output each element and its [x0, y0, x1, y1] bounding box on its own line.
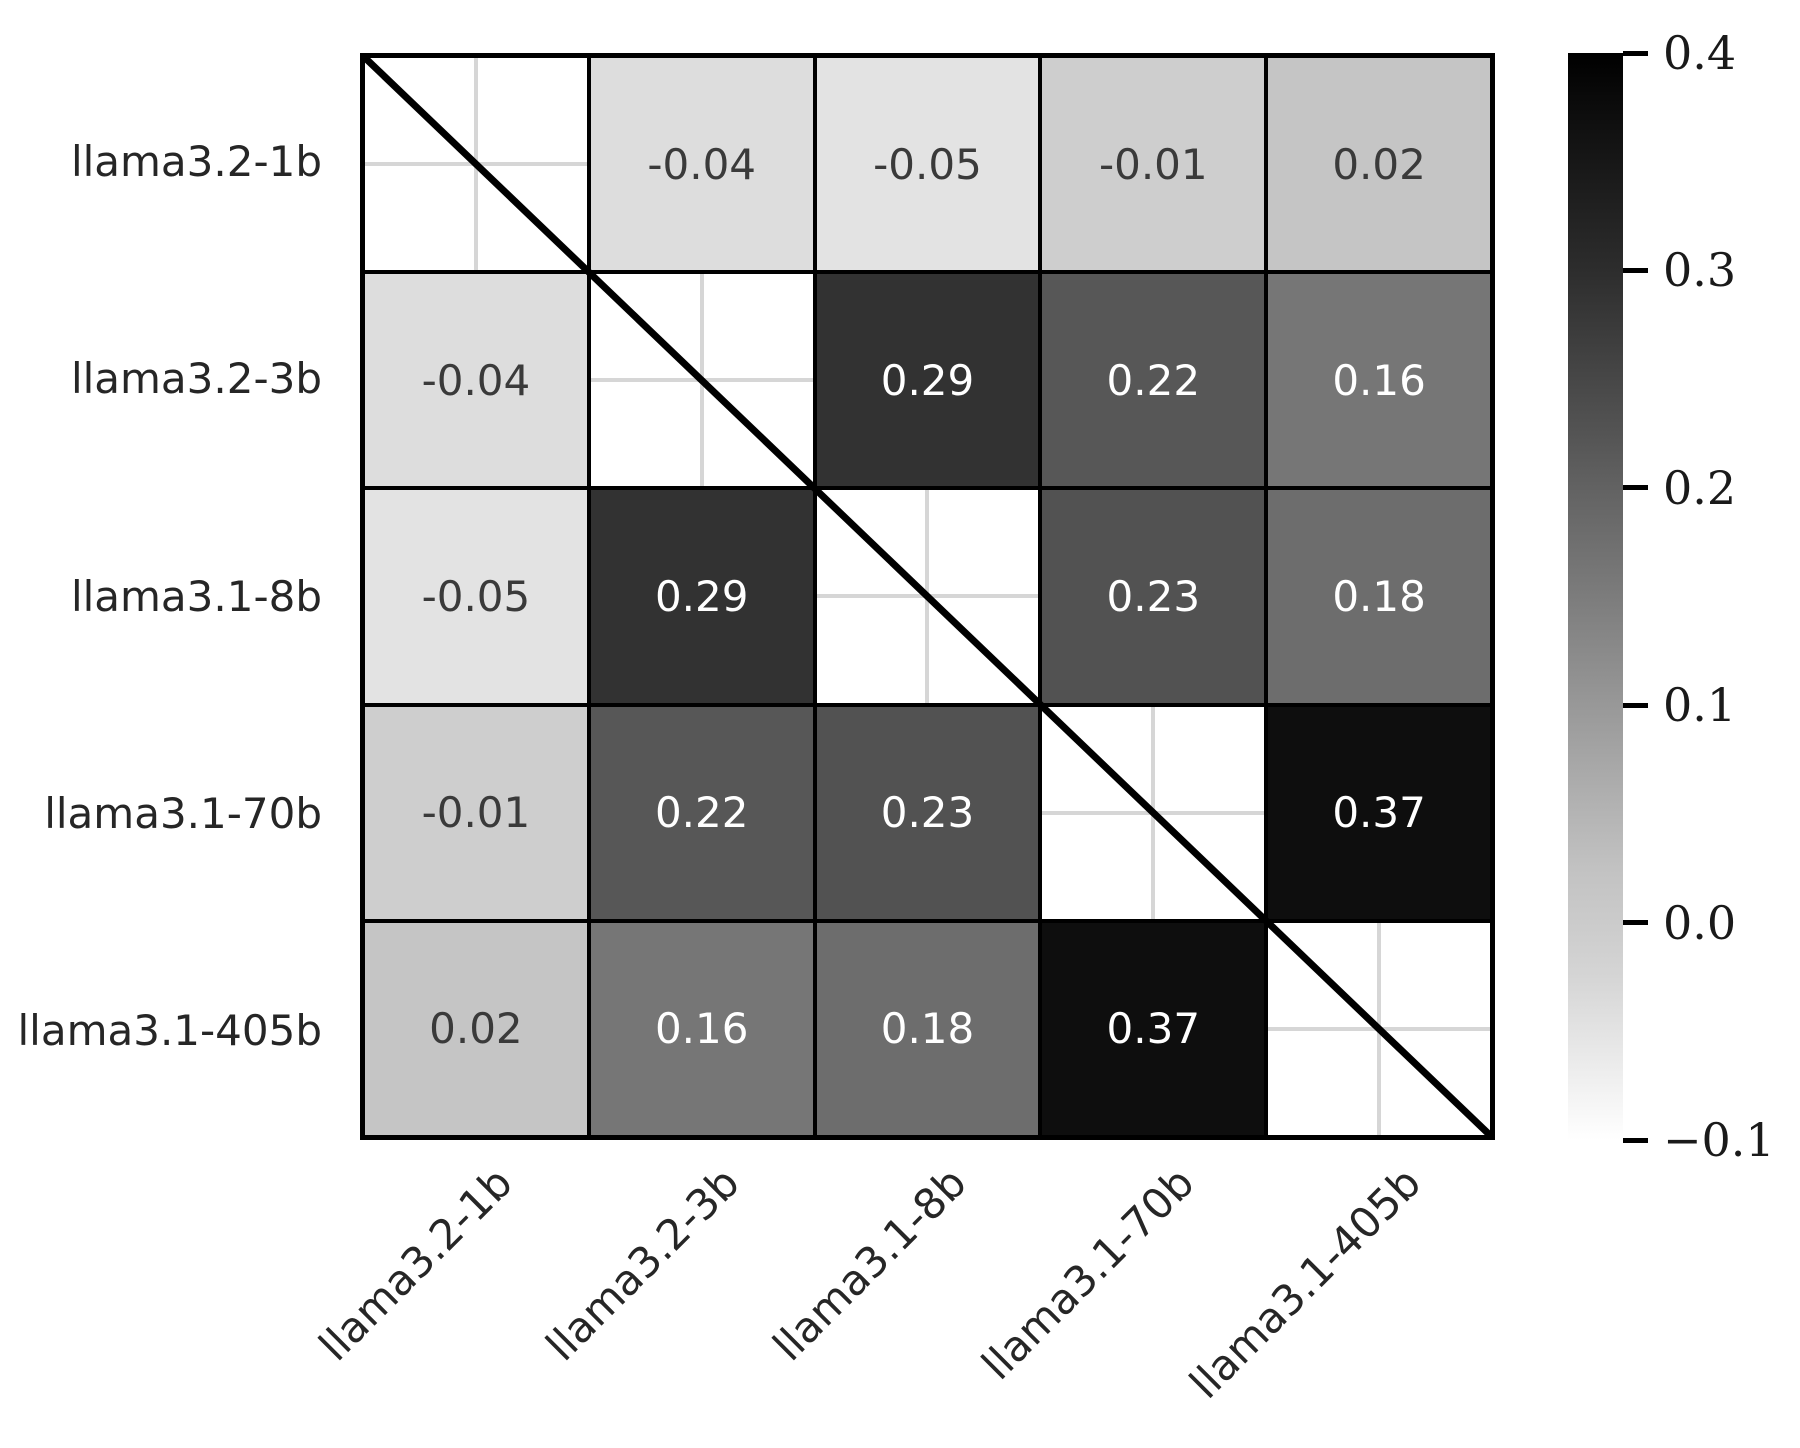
cell-value: 0.16 — [1332, 355, 1426, 405]
heatmap-cell: 0.18 — [816, 922, 1039, 1135]
colorbar-tick-label: −0.1 — [1663, 1113, 1775, 1167]
heatmap-matrix: -0.04 -0.05 -0.01 0.02 -0.04 0.29 0.22 0.16 -0.0… — [360, 53, 1495, 1140]
cell-value: -0.01 — [421, 788, 531, 838]
grid-line-vertical — [1377, 922, 1382, 1135]
heatmap-cell-diagonal — [1268, 922, 1490, 1135]
colorbar-tick-label: 0.2 — [1663, 460, 1737, 515]
heatmap-cell: 0.29 — [816, 274, 1039, 487]
cell-value: 0.37 — [1106, 1004, 1201, 1054]
x-axis-label: llama3.2-1b — [309, 1158, 523, 1371]
cell-value: 0.37 — [1332, 788, 1426, 838]
grid-line-vertical — [925, 490, 930, 703]
cell-value: 0.23 — [1106, 571, 1201, 621]
heatmap-cell-diagonal — [816, 490, 1039, 703]
heatmap-cell: -0.05 — [365, 490, 587, 703]
heatmap-cell: 0.22 — [590, 706, 813, 919]
heatmap-cell-diagonal — [365, 58, 587, 271]
x-axis-label: llama3.1-405b — [1180, 1158, 1431, 1408]
heatmap-cell: 0.16 — [1268, 274, 1490, 487]
cell-value: -0.04 — [421, 355, 531, 405]
cell-value: 0.02 — [1332, 139, 1426, 189]
grid-line-vertical — [699, 274, 704, 487]
heatmap-cell: 0.18 — [1268, 490, 1490, 703]
cell-value: 0.22 — [654, 788, 749, 838]
colorbar-tick-label: 0.3 — [1663, 243, 1737, 298]
x-axis-label: llama3.1-70b — [972, 1158, 1204, 1390]
colorbar-tick — [1623, 267, 1648, 273]
cell-value: 0.18 — [880, 1004, 975, 1054]
heatmap-cell: 0.23 — [1042, 490, 1265, 703]
cell-value: -0.04 — [647, 139, 757, 189]
heatmap-cell-diagonal — [590, 274, 813, 487]
colorbar-tick-label: 0.4 — [1663, 26, 1737, 80]
cell-value: 0.29 — [654, 571, 749, 621]
heatmap-cell-diagonal — [1042, 706, 1265, 919]
cell-value: 0.02 — [429, 1004, 523, 1054]
heatmap-cell: 0.23 — [816, 706, 1039, 919]
heatmap-cell: 0.02 — [1268, 58, 1490, 271]
cell-value: -0.05 — [873, 139, 982, 189]
heatmap-cell: 0.37 — [1268, 706, 1490, 919]
heatmap-cell: -0.01 — [365, 706, 587, 919]
y-axis-label: llama3.2-1b — [70, 136, 322, 186]
cell-value: -0.05 — [421, 571, 531, 621]
y-axis-label: llama3.1-405b — [17, 1006, 323, 1056]
heatmap-cell: 0.16 — [590, 922, 813, 1135]
heatmap-cell: -0.04 — [365, 274, 587, 487]
cell-value: 0.23 — [880, 788, 975, 838]
x-axis-label: llama3.2-3b — [536, 1158, 750, 1371]
y-axis-label: llama3.2-3b — [70, 354, 322, 404]
colorbar-tick-label: 0.0 — [1663, 895, 1737, 950]
colorbar-tick-label: 0.1 — [1663, 678, 1737, 733]
grid-line-vertical — [1151, 706, 1156, 919]
colorbar-tick — [1623, 485, 1648, 491]
heatmap-cell: -0.05 — [816, 58, 1039, 271]
x-axis-label: llama3.1-8b — [763, 1158, 977, 1371]
colorbar — [1568, 53, 1623, 1140]
colorbar-tick — [1623, 920, 1648, 926]
heatmap-cell: 0.02 — [365, 922, 587, 1135]
colorbar-tick — [1623, 50, 1648, 56]
colorbar-tick — [1623, 1137, 1648, 1143]
heatmap-cell: 0.22 — [1042, 274, 1265, 487]
heatmap-cell: 0.37 — [1042, 922, 1265, 1135]
cell-value: -0.01 — [1098, 139, 1208, 189]
colorbar-tick — [1623, 702, 1648, 708]
cell-value: 0.22 — [1106, 355, 1201, 405]
y-axis-label: llama3.1-70b — [44, 788, 322, 838]
heatmap-cell: 0.29 — [590, 490, 813, 703]
heatmap-cell: -0.04 — [590, 58, 813, 271]
grid-line-vertical — [473, 58, 478, 271]
heatmap-cell: -0.01 — [1042, 58, 1265, 271]
cell-value: 0.18 — [1332, 571, 1426, 621]
y-axis-label: llama3.1-8b — [70, 571, 322, 621]
cell-value: 0.29 — [880, 355, 975, 405]
cell-value: 0.16 — [654, 1004, 749, 1054]
